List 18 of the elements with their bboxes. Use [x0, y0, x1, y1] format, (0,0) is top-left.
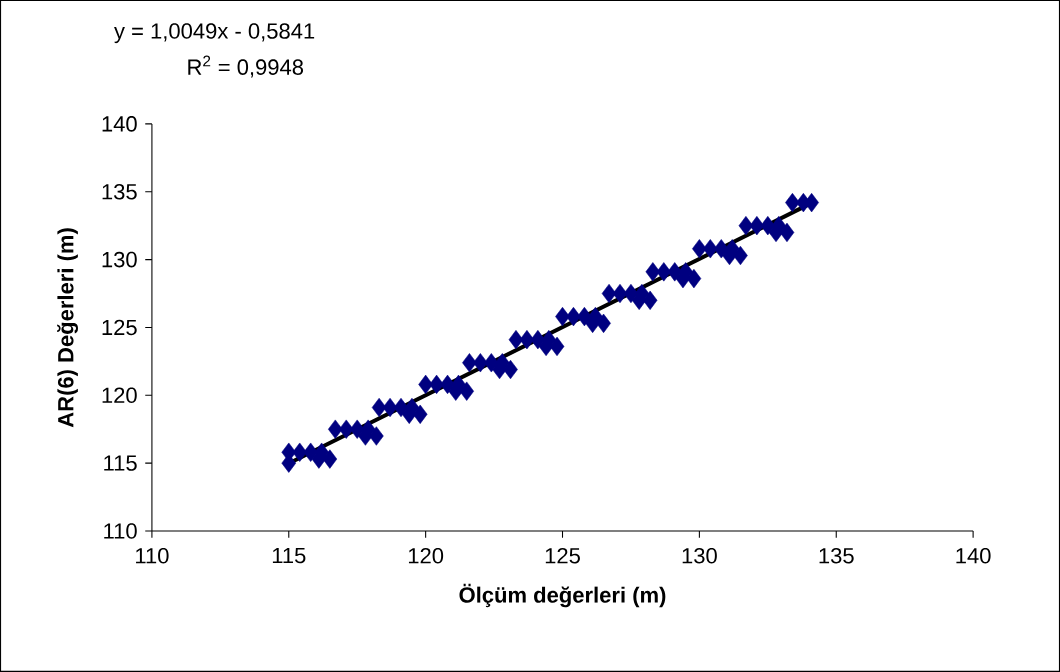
- x-tick-label: 110: [136, 547, 169, 564]
- x-tick-label: 140: [956, 547, 991, 564]
- x-tick-label: 130: [682, 547, 717, 564]
- x-axis-title: Ölçüm değerleri (m): [459, 583, 666, 608]
- y-tick-label: 120: [102, 387, 137, 404]
- y-tick-label: 110: [104, 523, 137, 539]
- x-tick-label: 120: [408, 547, 444, 564]
- x-tick-label: 135: [819, 547, 854, 564]
- y-tick-label: 130: [102, 251, 137, 268]
- text: R$^{2}$ = 0,9948: [188, 55, 304, 78]
- y-tick-label: 135: [102, 183, 137, 200]
- x-tick-label: 115: [272, 547, 306, 564]
- y-tick-label: 140: [102, 116, 137, 132]
- y-tick-label: 115: [104, 455, 137, 471]
- y-tick-label: 125: [102, 319, 137, 336]
- text: y = 1,0049x - 0,5841: [114, 23, 315, 44]
- x-tick-label: 125: [545, 547, 580, 564]
- y-axis-title: AR(6) Değerleri (m): [57, 228, 78, 428]
